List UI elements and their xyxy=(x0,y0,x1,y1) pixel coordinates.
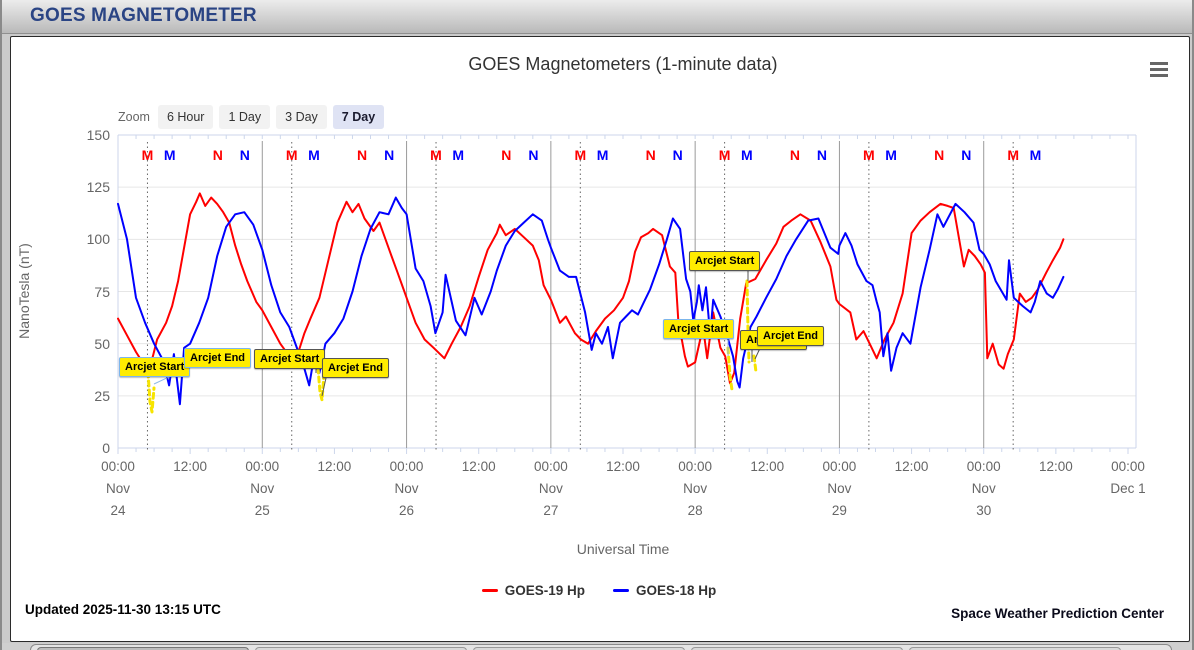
arcjet-annotation: Arcjet End xyxy=(322,358,390,378)
midnight-noon-marker-m-goes-19: M xyxy=(863,147,875,163)
x-tick-label: 12:00 xyxy=(750,459,785,474)
midnight-noon-marker-m-goes-18: M xyxy=(885,147,897,163)
legend-item-goes18[interactable]: GOES-18 Hp xyxy=(613,583,716,598)
midnight-noon-marker-n-goes-19: N xyxy=(357,147,368,163)
chart-context-menu-button[interactable] xyxy=(1146,59,1172,81)
y-axis-title: NanoTesla (nT) xyxy=(16,243,32,339)
midnight-noon-marker-m-goes-18: M xyxy=(596,147,609,163)
midnight-noon-marker-n-goes-18: N xyxy=(816,147,828,163)
midnight-noon-marker-n-goes-19: N xyxy=(212,147,223,163)
midnight-noon-marker-n-goes-18: N xyxy=(672,147,683,163)
x-tick-label: 12:00 xyxy=(317,459,352,474)
credit-text: Space Weather Prediction Center xyxy=(951,606,1164,621)
footer-tab[interactable] xyxy=(473,647,685,650)
x-tick-label: 12:00 xyxy=(894,459,929,474)
x-tick-label: 12:00 xyxy=(1038,459,1073,474)
midnight-noon-marker-n-goes-18: N xyxy=(528,147,539,163)
x-tick-label: 00:00 Nov 30 xyxy=(966,459,1001,518)
zoom-button-3day[interactable]: 3 Day xyxy=(276,105,327,129)
midnight-noon-marker-m-goes-18: M xyxy=(452,147,465,163)
x-tick-label: 00:00 Dec 1 xyxy=(1110,459,1146,496)
midnight-noon-marker-m-goes-18: M xyxy=(308,147,320,163)
midnight-noon-marker-m-goes-19: M xyxy=(718,147,731,163)
midnight-noon-marker-n-goes-19: N xyxy=(934,147,945,163)
y-tick-label: 125 xyxy=(86,179,110,196)
footer-tab[interactable] xyxy=(37,647,249,650)
arcjet-annotation: Arcjet Start xyxy=(689,251,761,271)
midnight-noon-marker-m-goes-19: M xyxy=(574,147,587,163)
goes18-line-swatch xyxy=(613,589,629,592)
midnight-noon-marker-n-goes-18: N xyxy=(239,147,250,163)
midnight-noon-marker-n-goes-19: N xyxy=(789,147,800,163)
y-tick-label: 100 xyxy=(86,231,110,248)
x-tick-label: 00:00 Nov 29 xyxy=(822,459,857,518)
y-tick-label: 50 xyxy=(94,335,110,352)
midnight-noon-marker-n-goes-19: N xyxy=(501,147,512,163)
midnight-noon-marker-m-goes-19: M xyxy=(285,147,298,163)
midnight-noon-marker-m-goes-18: M xyxy=(1029,147,1042,163)
midnight-noon-marker-m-goes-18: M xyxy=(741,147,753,163)
midnight-noon-marker-m-goes-19: M xyxy=(430,147,442,163)
updated-timestamp: Updated 2025-11-30 13:15 UTC xyxy=(25,602,221,617)
midnight-noon-marker-n-goes-18: N xyxy=(961,147,972,163)
legend-label-goes19: GOES-19 Hp xyxy=(504,583,585,598)
midnight-noon-marker-n-goes-18: N xyxy=(384,147,395,163)
midnight-noon-marker-n-goes-19: N xyxy=(645,147,656,163)
arcjet-annotation: Arcjet Start xyxy=(663,319,735,339)
zoom-button-1day[interactable]: 1 Day xyxy=(219,105,271,129)
midnight-noon-marker-m-goes-18: M xyxy=(163,147,176,163)
goes19-line-swatch xyxy=(481,589,498,592)
page-title: GOES MAGNETOMETER xyxy=(30,5,257,26)
midnight-noon-marker-m-goes-19: M xyxy=(1007,147,1019,163)
zoom-button-6hour[interactable]: 6 Hour xyxy=(157,105,214,129)
arcjet-annotation: Arcjet End xyxy=(184,348,252,368)
legend: GOES-19 Hp GOES-18 Hp xyxy=(10,583,1188,598)
legend-label-goes18: GOES-18 Hp xyxy=(636,583,717,598)
x-tick-label: 12:00 xyxy=(461,459,496,474)
y-tick-label: 75 xyxy=(94,283,110,300)
y-tick-label: 25 xyxy=(94,387,110,404)
zoom-range-selector: Zoom 6 Hour 1 Day 3 Day 7 Day xyxy=(118,105,385,129)
zoom-button-7day[interactable]: 7 Day xyxy=(332,105,385,129)
x-tick-label: 00:00 Nov 26 xyxy=(389,459,424,518)
page-header: GOES MAGNETOMETER xyxy=(2,0,1192,34)
x-tick-label: 00:00 Nov 25 xyxy=(245,459,280,518)
chart-title: GOES Magnetometers (1-minute data) xyxy=(468,54,778,74)
x-tick-label: 00:00 Nov 27 xyxy=(533,459,568,518)
arcjet-annotation: Arcjet End xyxy=(757,326,825,346)
x-tick-label: 12:00 xyxy=(606,459,640,474)
y-tick-label: 150 xyxy=(86,127,110,143)
footer-tab[interactable] xyxy=(909,647,1121,650)
zoom-label: Zoom xyxy=(118,110,150,124)
midnight-noon-marker-m-goes-19: M xyxy=(141,147,154,163)
arcjet-annotation: Arcjet Start xyxy=(119,357,191,377)
footer-tab-strip xyxy=(2,643,1192,650)
x-axis-title: Universal Time xyxy=(576,541,670,557)
legend-item-goes19[interactable]: GOES-19 Hp xyxy=(481,583,585,598)
arcjet-annotation: Arcjet Start xyxy=(254,349,326,369)
y-tick-label: 0 xyxy=(102,440,110,456)
x-tick-label: 12:00 xyxy=(173,459,208,474)
footer-tab[interactable] xyxy=(691,647,903,650)
footer-tab-frame xyxy=(30,644,1172,650)
footer-tab[interactable] xyxy=(255,647,467,650)
hamburger-icon xyxy=(1150,62,1168,65)
x-tick-label: 00:00 Nov 28 xyxy=(678,459,713,518)
x-tick-label: 00:00 Nov 24 xyxy=(101,459,135,518)
